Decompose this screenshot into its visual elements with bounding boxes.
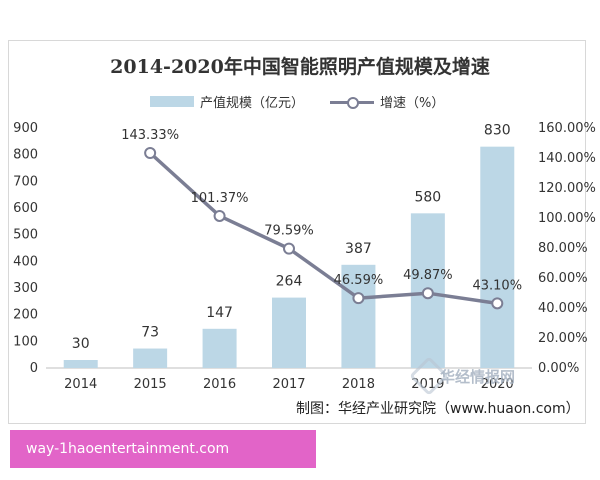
left-axis-tick-label: 300 <box>13 281 38 296</box>
left-axis-tick-label: 600 <box>13 201 38 216</box>
legend-item-line: 增速（%） <box>330 92 444 111</box>
bar-data-label: 30 <box>72 336 90 352</box>
left-axis-tick-label: 0 <box>30 361 38 376</box>
right-axis-tick-label: 40.00% <box>538 301 588 316</box>
bar-data-label: 264 <box>276 274 303 290</box>
left-axis-tick-label: 400 <box>13 254 38 269</box>
legend-bar-swatch <box>150 96 194 107</box>
left-axis-tick-label: 100 <box>13 334 38 349</box>
right-axis-tick-label: 100.00% <box>538 211 596 226</box>
bar-data-label: 387 <box>345 241 372 257</box>
bar-data-label: 580 <box>414 189 441 205</box>
x-axis-tick-label: 2019 <box>411 377 444 392</box>
legend: 产值规模（亿元） 增速（%） <box>150 92 480 111</box>
growth-rate-point-2019 <box>421 287 434 300</box>
legend-item-bar: 产值规模（亿元） <box>150 92 304 111</box>
x-axis-tick-label: 2020 <box>481 377 514 392</box>
bar-2020 <box>480 146 515 368</box>
bar-2014 <box>63 360 98 368</box>
left-axis-tick-label: 800 <box>13 148 38 163</box>
growth-rate-data-label: 101.37% <box>191 191 249 206</box>
growth-rate-data-label: 46.59% <box>334 273 384 288</box>
bar-data-label: 73 <box>141 325 159 341</box>
x-axis-tick-label: 2016 <box>203 377 236 392</box>
growth-rate-point-2020 <box>491 297 504 310</box>
growth-rate-line <box>148 151 498 306</box>
site-banner[interactable]: way-1haoentertainment.com <box>10 430 316 468</box>
right-axis-tick-label: 60.00% <box>538 271 588 286</box>
left-axis-tick-label: 500 <box>13 228 38 243</box>
legend-line-label: 增速（%） <box>380 96 445 111</box>
right-axis-tick-label: 120.00% <box>538 181 596 196</box>
bar-2018 <box>341 264 376 368</box>
bar-2016 <box>202 328 237 368</box>
right-axis-tick-label: 0.00% <box>538 361 579 376</box>
growth-rate-data-label: 43.10% <box>472 278 522 293</box>
legend-line-swatch <box>330 96 375 109</box>
bar-2015 <box>133 348 168 368</box>
bar-2017 <box>272 297 306 368</box>
source-note: 制图：华经产业研究院（www.huaon.com） <box>296 401 580 417</box>
legend-bar-label: 产值规模（亿元） <box>200 96 305 111</box>
x-axis-tick-label: 2015 <box>134 377 167 392</box>
right-axis-tick-label: 80.00% <box>538 241 588 256</box>
growth-rate-point-2017 <box>283 242 295 255</box>
x-axis-tick-label: 2014 <box>64 377 97 392</box>
bar-data-label: 147 <box>206 305 233 321</box>
growth-rate-point-2015 <box>144 147 157 160</box>
bar-data-label: 830 <box>484 123 511 139</box>
growth-rate-point-2016 <box>213 209 226 222</box>
right-axis-tick-label: 160.00% <box>538 121 596 136</box>
x-axis-tick-label: 2018 <box>342 377 375 392</box>
left-axis-tick-label: 900 <box>13 121 38 136</box>
watermark-text: 华经情报网 <box>440 368 516 386</box>
growth-rate-data-label: 143.33% <box>121 128 179 143</box>
left-axis-tick-label: 700 <box>13 174 38 189</box>
site-banner-text: way-1haoentertainment.com <box>26 441 230 457</box>
right-axis-tick-label: 20.00% <box>538 331 588 346</box>
growth-rate-data-label: 49.87% <box>403 268 453 283</box>
x-axis-tick-label: 2017 <box>272 377 305 392</box>
right-axis-tick-label: 140.00% <box>538 151 596 166</box>
growth-rate-point-2018 <box>352 292 365 305</box>
growth-rate-data-label: 79.59% <box>264 224 314 239</box>
left-axis-tick-label: 200 <box>13 308 38 323</box>
chart-title: 2014-2020年中国智能照明产值规模及增速 <box>110 56 490 78</box>
